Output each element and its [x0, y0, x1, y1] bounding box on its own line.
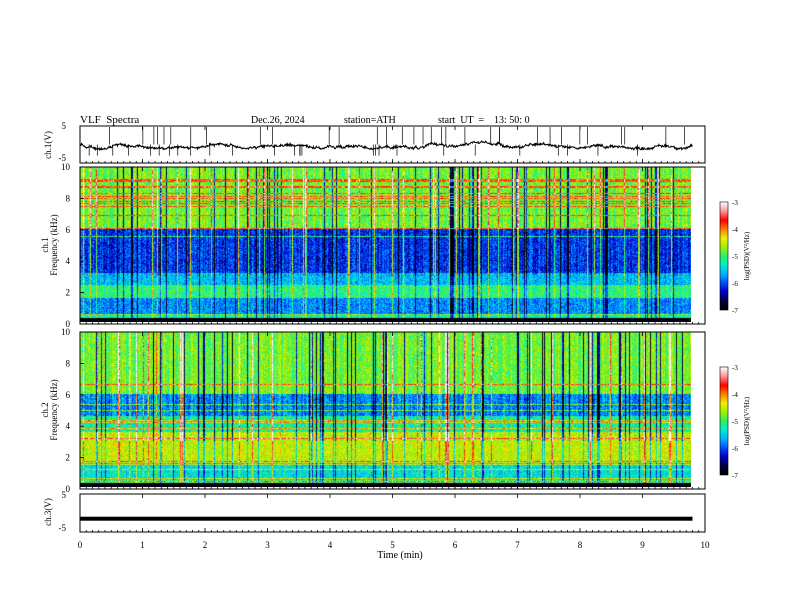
- ch3-ytick-top: 5: [62, 490, 67, 500]
- ch3-waveform-trace: [80, 516, 693, 521]
- frequency-tick-label: 0: [66, 319, 71, 329]
- ch1-spectrogram-ylabel-unit: Frequency (kHz): [49, 214, 59, 275]
- frequency-tick-label: 2: [66, 453, 71, 463]
- frequency-tick-label: 6: [66, 225, 71, 235]
- ch1-spectrogram-ylabel-channel: ch.1: [40, 237, 50, 252]
- colorbar-tick-label: -3: [732, 199, 738, 207]
- ch3-waveform-frame: [79, 493, 706, 533]
- colorbar-tick-label: -6: [732, 445, 738, 453]
- chart-title: VLF Spectra: [80, 114, 140, 126]
- frequency-tick-label: 4: [66, 421, 71, 431]
- ch1-ytick-bottom: -5: [59, 153, 67, 163]
- start-time-label: start UT = 13: 50: 0: [438, 115, 530, 126]
- ch1-waveform-trace: [79, 140, 693, 152]
- x-tick-label: 4: [328, 540, 333, 550]
- x-tick-label: 1: [140, 540, 145, 550]
- ch1-waveform-ylabel: ch.1(V): [43, 131, 53, 159]
- frequency-tick-label: 8: [66, 358, 71, 368]
- x-tick-label: 9: [640, 540, 645, 550]
- x-tick-label: 8: [578, 540, 583, 550]
- ch1-colorbar-ticks: -3 -4 -5 -6 -7: [732, 199, 738, 315]
- ch1-spectrogram-frame: [79, 166, 706, 325]
- frequency-tick-label: 2: [66, 288, 71, 298]
- colorbar-tick-label: -5: [732, 253, 738, 261]
- colorbar-tick-label: -7: [732, 307, 738, 315]
- x-tick-label: 3: [265, 540, 270, 550]
- frequency-tick-label: 10: [61, 327, 71, 337]
- frequency-tick-label: 4: [66, 256, 71, 266]
- frequency-tick-label: 0: [66, 484, 71, 494]
- frequency-tick-label: 8: [66, 193, 71, 203]
- colorbar-tick-label: -3: [732, 364, 738, 372]
- x-tick-label: 2: [203, 540, 208, 550]
- x-tick-label: 5: [390, 540, 395, 550]
- frequency-tick-label: 6: [66, 390, 71, 400]
- x-axis-ticks: 0 1 2 3 4 5 6 7 8 9 10: [78, 126, 710, 550]
- ch1-spectrogram-yticks: 0 2 4 6 8 10: [61, 162, 84, 329]
- station-label: station=ATH: [344, 115, 396, 126]
- colorbar-tick-label: -4: [732, 391, 738, 399]
- ch1-waveform-spikes: [88, 127, 685, 156]
- ch1-colorbar-image: [720, 202, 728, 310]
- ch2-spectrogram-ylabel-channel: ch.2: [40, 402, 50, 417]
- x-tick-label: 10: [701, 540, 711, 550]
- ch3-ytick-bottom: -5: [59, 523, 67, 533]
- ch1-colorbar-frame: [719, 201, 729, 311]
- ch2-colorbar-image: [720, 367, 728, 475]
- ch2-colorbar-ticks: -3 -4 -5 -6 -7: [732, 364, 738, 480]
- ch2-spectrogram-ylabel-unit: Frequency (kHz): [49, 379, 59, 440]
- ch1-colorbar-label: log(PSD)(V²/Hz): [743, 231, 751, 280]
- x-tick-label: 7: [515, 540, 520, 550]
- ch2-spectrogram-frame: [79, 331, 706, 490]
- ch2-spectrogram-image: [80, 332, 691, 487]
- date-label: Dec.26, 2024: [251, 115, 305, 126]
- colorbar-tick-label: -5: [732, 418, 738, 426]
- ch1-spectrogram-image: [80, 167, 691, 322]
- ch3-waveform-ylabel: ch.3(V): [43, 498, 53, 526]
- x-tick-label: 6: [453, 540, 458, 550]
- x-axis-label: Time (min): [377, 550, 422, 561]
- colorbar-tick-label: -6: [732, 280, 738, 288]
- x-tick-label: 0: [78, 540, 83, 550]
- colorbar-tick-label: -7: [732, 472, 738, 480]
- ch1-waveform-frame: [79, 125, 706, 164]
- ch1-ytick-top: 5: [62, 121, 67, 131]
- ch2-spectrogram-yticks: 0 2 4 6 8 10: [61, 327, 84, 494]
- colorbar-tick-label: -4: [732, 226, 738, 234]
- ch2-colorbar-frame: [719, 366, 729, 476]
- ch2-colorbar-label: log(PSD)(V²/Hz): [743, 396, 751, 445]
- frequency-tick-label: 10: [61, 162, 71, 172]
